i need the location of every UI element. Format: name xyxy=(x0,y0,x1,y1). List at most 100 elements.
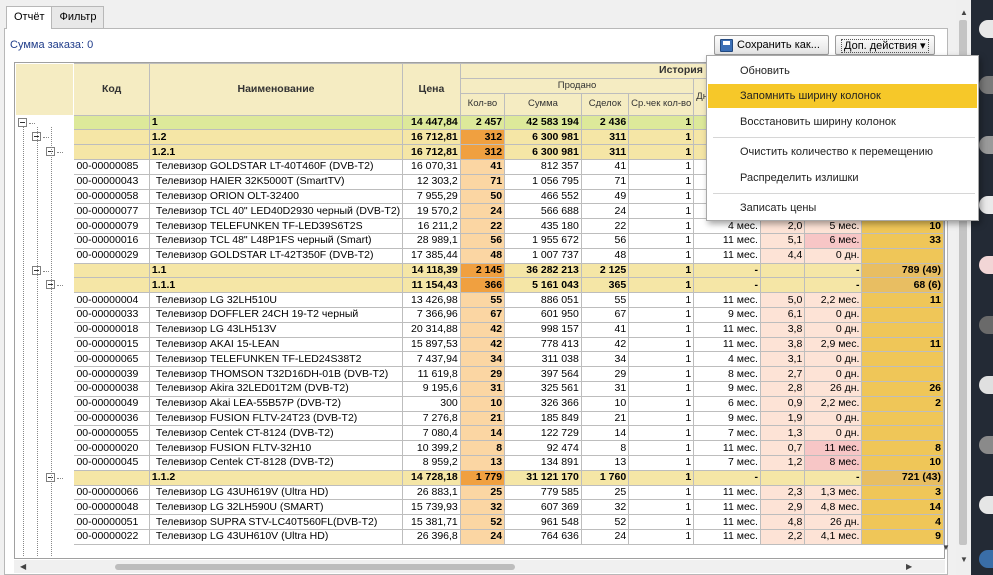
col-header-name[interactable]: Наименование xyxy=(148,63,404,116)
table-row[interactable]: 00-00000055 Телевизор Centek CT-8124 (DVB… xyxy=(15,425,944,442)
cell-c13 xyxy=(861,410,944,427)
tab-filter[interactable]: Фильтр xyxy=(51,6,105,28)
scroll-up-arrow-icon[interactable]: ▲ xyxy=(960,8,968,17)
cell-code xyxy=(73,114,150,131)
scroll-down-arrow-icon[interactable]: ▼ xyxy=(960,555,968,564)
cell-deals: 42 xyxy=(580,336,630,353)
col-header-price[interactable]: Цена xyxy=(402,63,461,116)
cell-c11: 3,8 xyxy=(759,321,806,338)
tree-cell xyxy=(15,514,75,530)
tree-connector xyxy=(57,478,63,479)
grid-scroll-down-icon[interactable]: ▼ xyxy=(942,543,950,552)
collapse-toggle-icon[interactable] xyxy=(46,473,55,482)
table-row[interactable]: 00-00000004 Телевизор LG 32LH510U 13 426,9… xyxy=(15,292,944,308)
menu-item-distribute-surplus[interactable]: Распределить излишки xyxy=(740,172,859,184)
horizontal-scroll-thumb[interactable] xyxy=(115,564,515,570)
tab-report[interactable]: Отчёт xyxy=(6,6,53,29)
col-header-sum[interactable]: Сумма xyxy=(504,92,582,116)
cell-price: 7 080,4 xyxy=(402,425,461,442)
cell-c13 xyxy=(861,306,944,323)
table-row[interactable]: 00-00000049 Телевизор Akai LEA-55B57P (DV… xyxy=(15,395,944,412)
menu-item-refresh[interactable]: Обновить xyxy=(740,65,790,77)
col-header-avg-check[interactable]: Ср.чек кол-во xyxy=(628,92,695,116)
menu-item-save-column-width[interactable]: Запомнить ширину колонок xyxy=(708,84,977,108)
cell-qty: 32 xyxy=(459,499,506,516)
cell-sum: 998 157 xyxy=(504,321,582,338)
avatar-icon[interactable] xyxy=(979,76,993,94)
group-row[interactable]: 1.1.2 14 728,18 1 779 31 121 170 1 760 1- -721… xyxy=(15,469,944,486)
avatar-icon[interactable] xyxy=(979,20,993,38)
collapse-toggle-icon[interactable] xyxy=(18,118,27,127)
tree-cell xyxy=(15,144,75,160)
table-row[interactable]: 00-00000066 Телевизор LG 43UH619V (Ultra … xyxy=(15,484,944,501)
table-row[interactable]: 00-00000048 Телевизор LG 32LH590U (SMART)… xyxy=(15,499,944,516)
table-row[interactable]: 00-00000051 Телевизор SUPRA STV-LC40T560F… xyxy=(15,514,944,530)
group-row[interactable]: 1.1.1 11 154,43 366 5 161 043 365 1- -68 (6) xyxy=(15,277,944,294)
avatar-icon[interactable] xyxy=(979,196,993,214)
collapse-toggle-icon[interactable] xyxy=(46,147,55,156)
cell-price: 11 154,43 xyxy=(402,277,461,294)
cell-price: 15 897,53 xyxy=(402,336,461,353)
group-row[interactable]: 1.1 14 118,39 2 145 36 282 213 2 125 1- -789 (… xyxy=(15,262,944,279)
scroll-right-arrow-icon[interactable]: ▶ xyxy=(906,562,913,571)
cell-c13: 789 (49) xyxy=(861,262,944,279)
table-row[interactable]: 00-00000045 Телевизор Centek CT-8128 (DVB… xyxy=(15,454,944,471)
cell-avg: 1 xyxy=(628,351,695,368)
scroll-left-arrow-icon[interactable]: ◀ xyxy=(20,562,27,571)
cell-deals: 56 xyxy=(580,232,630,249)
table-row[interactable]: 00-00000015 Телевизор AKAI 15-LEAN 15 897,… xyxy=(15,336,944,353)
avatar-icon[interactable] xyxy=(979,256,993,274)
save-as-button[interactable]: Сохранить как... xyxy=(714,35,829,55)
avatar-icon[interactable] xyxy=(979,376,993,394)
cell-code: 00-00000079 xyxy=(73,218,150,234)
cell-name: Телевизор TCL 40" LED40D2930 черный (DVB… xyxy=(148,203,404,220)
table-row[interactable]: 00-00000065 Телевизор TELEFUNKEN TF-LED24… xyxy=(15,351,944,368)
menu-separator xyxy=(713,193,975,194)
avatar-icon[interactable] xyxy=(979,496,993,514)
tree-cell xyxy=(15,203,75,220)
vertical-scroll-thumb[interactable] xyxy=(959,20,967,545)
cell-c11: 3,8 xyxy=(759,336,806,353)
table-row[interactable]: 00-00000029 Телевизор GOLDSTAR LT-42T350F… xyxy=(15,247,944,264)
table-row[interactable]: 00-00000079 Телевизор TELEFUNKEN TF-LED39… xyxy=(15,218,944,234)
collapse-toggle-icon[interactable] xyxy=(46,280,55,289)
avatar-icon[interactable] xyxy=(979,316,993,334)
avatar-icon[interactable] xyxy=(979,436,993,454)
cell-c12: 2,2 мес. xyxy=(804,292,863,308)
table-row[interactable]: 00-00000020 Телевизор FUSION FLTV-32H10 10… xyxy=(15,440,944,456)
cell-c11: 3,1 xyxy=(759,351,806,368)
cell-c13: 11 xyxy=(861,336,944,353)
cell-c13: 10 xyxy=(861,218,944,234)
cell-avg: 1 xyxy=(628,410,695,427)
cell-c10: 11 мес. xyxy=(693,484,761,501)
col-header-deals[interactable]: Сделок xyxy=(580,92,630,116)
cell-name: 1.2 xyxy=(148,129,404,146)
cell-sum: 779 585 xyxy=(504,484,582,501)
cell-c12: 4,8 мес. xyxy=(804,499,863,516)
cell-avg: 1 xyxy=(628,425,695,442)
cell-c11 xyxy=(759,469,806,486)
avatar-icon[interactable] xyxy=(979,136,993,154)
cell-qty: 42 xyxy=(459,336,506,353)
collapse-toggle-icon[interactable] xyxy=(32,266,41,275)
table-row[interactable]: 00-00000038 Телевизор Akira 32LED01T2M (D… xyxy=(15,380,944,397)
col-header-code[interactable]: Код xyxy=(73,63,150,116)
table-row[interactable]: 00-00000022 Телевизор LG 43UH610V (Ultra … xyxy=(15,528,944,545)
cell-deals: 41 xyxy=(580,321,630,338)
col-header-qty[interactable]: Кол-во xyxy=(459,92,506,116)
table-row[interactable]: 00-00000016 Телевизор TCL 48" L48P1FS чер… xyxy=(15,232,944,249)
menu-item-restore-column-width[interactable]: Восстановить ширину колонок xyxy=(740,116,896,128)
table-row[interactable]: 00-00000036 Телевизор FUSION FLTV-24T23 (… xyxy=(15,410,944,427)
table-row[interactable]: 00-00000018 Телевизор LG 43LH513V 20 314,8… xyxy=(15,321,944,338)
collapse-toggle-icon[interactable] xyxy=(32,132,41,141)
avatar-icon[interactable] xyxy=(979,550,993,568)
sales-grid[interactable]: Код Наименование Цена История продаж Про… xyxy=(14,62,945,559)
cell-c13: 33 xyxy=(861,232,944,249)
table-row[interactable]: 00-00000039 Телевизор THOMSON T32D16DH-01… xyxy=(15,366,944,382)
more-actions-button[interactable]: Доп. действия ▾ xyxy=(835,35,935,55)
cell-code: 00-00000020 xyxy=(73,440,150,456)
menu-item-clear-transfer-qty[interactable]: Очистить количество к перемещению xyxy=(740,146,933,158)
cell-c13: 721 (43) xyxy=(861,469,944,486)
menu-item-write-prices[interactable]: Записать цены xyxy=(740,202,817,214)
table-row[interactable]: 00-00000033 Телевизор DOFFLER 24CH 19-T2 … xyxy=(15,306,944,323)
